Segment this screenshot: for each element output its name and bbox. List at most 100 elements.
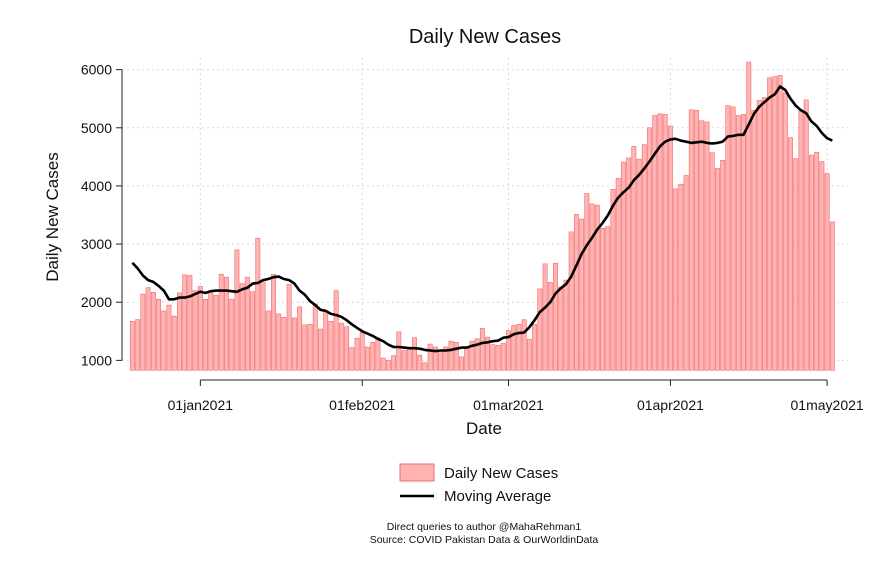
legend-bar-swatch: [399, 463, 435, 482]
bar: [156, 299, 162, 371]
bar: [485, 336, 491, 371]
bar: [521, 319, 527, 371]
bar: [782, 92, 788, 371]
bar: [370, 342, 376, 371]
y-tick-label: 5000: [81, 120, 112, 136]
bar: [161, 310, 167, 371]
bar: [187, 275, 193, 371]
bar: [819, 161, 825, 371]
bar: [537, 288, 543, 371]
bar: [224, 276, 229, 371]
bar: [417, 354, 423, 371]
bar: [260, 281, 266, 371]
bar: [808, 154, 814, 371]
x-tick-label: 01feb2021: [329, 397, 395, 413]
bar: [553, 262, 558, 371]
y-tick-label: 1000: [81, 352, 112, 368]
bar: [547, 282, 553, 371]
bar: [746, 61, 752, 371]
bar: [751, 110, 757, 371]
bar: [610, 189, 616, 371]
bar: [412, 337, 417, 371]
bar: [312, 303, 318, 371]
bar: [171, 315, 177, 371]
bar: [647, 127, 652, 371]
x-tick-label: 01mar2021: [473, 397, 544, 413]
bar: [704, 121, 710, 371]
bar: [391, 355, 397, 371]
bar: [720, 160, 726, 371]
bar: [244, 276, 250, 371]
bar: [516, 324, 522, 371]
bar: [286, 283, 292, 371]
y-tick-label: 6000: [81, 62, 112, 78]
bar: [192, 290, 198, 371]
y-tick-label: 3000: [81, 236, 112, 252]
bar: [333, 290, 339, 371]
bar: [772, 76, 778, 371]
bar: [678, 183, 684, 371]
bar: [511, 325, 517, 371]
bar: [756, 100, 762, 371]
bar: [829, 221, 835, 371]
bar: [673, 188, 679, 371]
y-tick-label: 4000: [81, 178, 112, 194]
bar: [380, 357, 386, 371]
bar: [307, 324, 313, 371]
author-note: Direct queries to author @MahaRehman1: [387, 521, 582, 533]
bar: [375, 337, 381, 371]
bar: [359, 332, 365, 371]
bar: [427, 343, 433, 371]
bar: [318, 328, 323, 371]
bar: [568, 231, 574, 371]
bar: [453, 342, 459, 371]
bar: [714, 168, 720, 371]
bar: [213, 294, 219, 371]
bar: [464, 346, 470, 371]
bar: [197, 286, 203, 371]
bar: [683, 175, 689, 371]
bar: [824, 173, 830, 371]
bar: [443, 346, 449, 371]
bar: [699, 120, 705, 371]
source-note: Source: COVID Pakistan Data & OurWorldin…: [370, 534, 599, 546]
bar: [422, 362, 428, 371]
bar: [438, 350, 444, 371]
bar: [145, 287, 151, 371]
moving-average-series: [131, 85, 833, 353]
bar: [281, 317, 287, 371]
bar: [730, 106, 736, 371]
bar: [401, 350, 407, 371]
bar: [798, 110, 804, 371]
bar: [495, 344, 501, 371]
bar: [594, 204, 600, 371]
bar: [563, 279, 569, 371]
bar: [615, 178, 621, 371]
moving-average-line: [131, 85, 833, 353]
bar: [814, 151, 820, 371]
bar: [694, 110, 699, 371]
bar: [542, 263, 548, 371]
bar: [605, 226, 611, 371]
bar: [276, 313, 282, 371]
bar: [338, 322, 344, 371]
bar: [741, 114, 746, 371]
bar: [203, 299, 209, 371]
bar: [688, 109, 694, 371]
bar: [631, 146, 637, 371]
bar: [135, 319, 141, 371]
bar: [579, 218, 585, 371]
bar: [793, 158, 799, 371]
bar: [662, 114, 668, 371]
bar: [182, 274, 188, 371]
bar: [250, 291, 256, 371]
bar: [709, 152, 715, 371]
bar: [558, 286, 564, 371]
bar: [459, 356, 464, 371]
bar: [589, 203, 595, 371]
bar: [385, 360, 391, 371]
bar: [432, 346, 438, 371]
bar: [479, 328, 485, 371]
bar: [584, 193, 590, 371]
